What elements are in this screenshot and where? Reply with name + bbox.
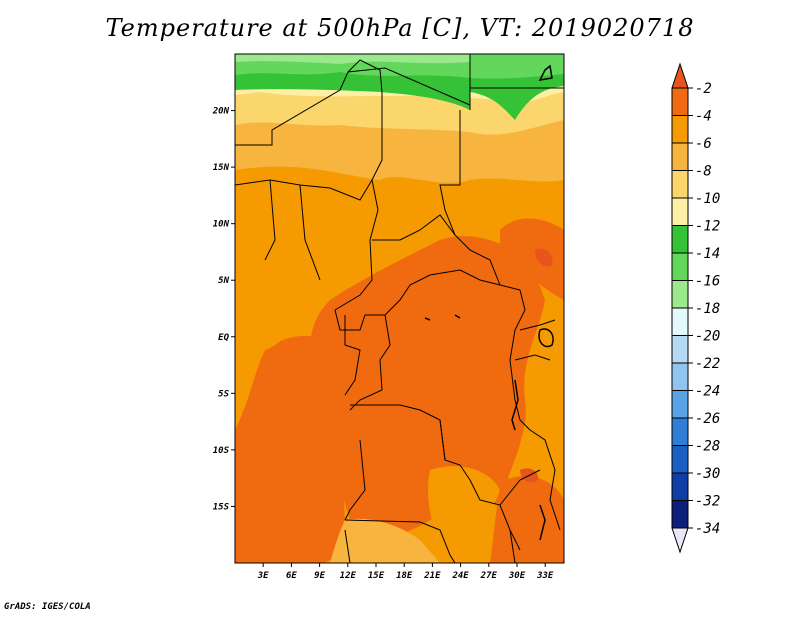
colorbar-swatch <box>671 417 689 446</box>
colorbar-swatch <box>671 225 689 254</box>
colorbar-swatch <box>671 362 689 391</box>
colorbar-label: -4 <box>695 109 712 125</box>
lat-label: 15S <box>213 502 230 512</box>
lon-label: 27E <box>480 571 498 581</box>
colorbar-bottom-triangle <box>671 527 689 554</box>
lon-label: 24E <box>451 571 469 581</box>
lat-label: 20N <box>212 107 230 117</box>
colorbar-swatch <box>671 280 689 309</box>
lat-label: 10N <box>213 220 230 230</box>
lon-label: 9E <box>314 571 325 581</box>
lon-label: 30E <box>508 571 526 581</box>
colorbar-swatch <box>671 115 689 144</box>
colorbar-swatch <box>671 307 689 336</box>
axis-labels: 20N 15N 10N 5N EQ 5S 10S 15S 3E 6E 9E 12E 15E 18E 21E 2… <box>212 107 554 581</box>
colorbar-label: -18 <box>695 301 720 317</box>
colorbar-swatch <box>671 500 689 529</box>
colorbar-label: -32 <box>695 494 720 510</box>
colorbar-label: -14 <box>695 246 720 262</box>
colorbar-label: -22 <box>695 356 720 372</box>
lon-label: 6E <box>286 571 297 581</box>
colorbar-label: -10 <box>695 191 720 207</box>
colorbar-label: -28 <box>695 439 720 455</box>
colorbar-label: -8 <box>695 164 712 180</box>
colorbar-swatch <box>671 390 689 419</box>
colorbar-swatch <box>671 87 689 116</box>
colorbar-label: -16 <box>695 274 720 290</box>
colorbar-label: -24 <box>695 384 720 400</box>
colorbar-label: -34 <box>695 521 720 537</box>
colorbar-swatch <box>671 170 689 199</box>
colorbar-swatch <box>671 142 689 171</box>
lon-label: 21E <box>423 571 441 581</box>
lon-label: 15E <box>368 571 385 581</box>
chart-title: Temperature at 500hPa [C], VT: 201902071… <box>105 14 695 42</box>
map-frame <box>234 53 565 564</box>
colorbar-label: -30 <box>695 466 720 482</box>
country-borders <box>235 54 564 563</box>
colorbar-label: -12 <box>695 219 720 235</box>
colorbar-swatch <box>671 252 689 281</box>
colorbar: -2 -4 -6 -8 -10 -12 -14 -16 -18 -20 -22 -24 -26 -28 -3… <box>671 62 720 554</box>
lon-label: 12E <box>340 571 357 581</box>
colorbar-swatch <box>671 335 689 364</box>
lat-label: 15N <box>213 163 230 173</box>
lon-label: 33E <box>536 571 554 581</box>
colorbar-swatch <box>671 445 689 474</box>
grads-credit: GrADS: IGES/COLA <box>4 602 91 612</box>
lat-label: EQ <box>218 333 229 343</box>
colorbar-label: -6 <box>695 136 712 152</box>
lat-label: 5N <box>218 276 229 286</box>
colorbar-swatch <box>671 472 689 501</box>
colorbar-label: -2 <box>695 81 712 97</box>
lat-label: 10S <box>213 446 230 456</box>
colorbar-top-triangle <box>671 62 689 89</box>
colorbar-label: -20 <box>695 329 720 345</box>
lon-label: 18E <box>396 571 413 581</box>
lat-label: 5S <box>218 389 229 399</box>
temperature-field <box>235 54 564 563</box>
lon-label: 3E <box>257 571 269 581</box>
colorbar-swatch <box>671 197 689 226</box>
lakes-and-coast <box>424 64 554 541</box>
colorbar-label: -26 <box>695 411 720 427</box>
